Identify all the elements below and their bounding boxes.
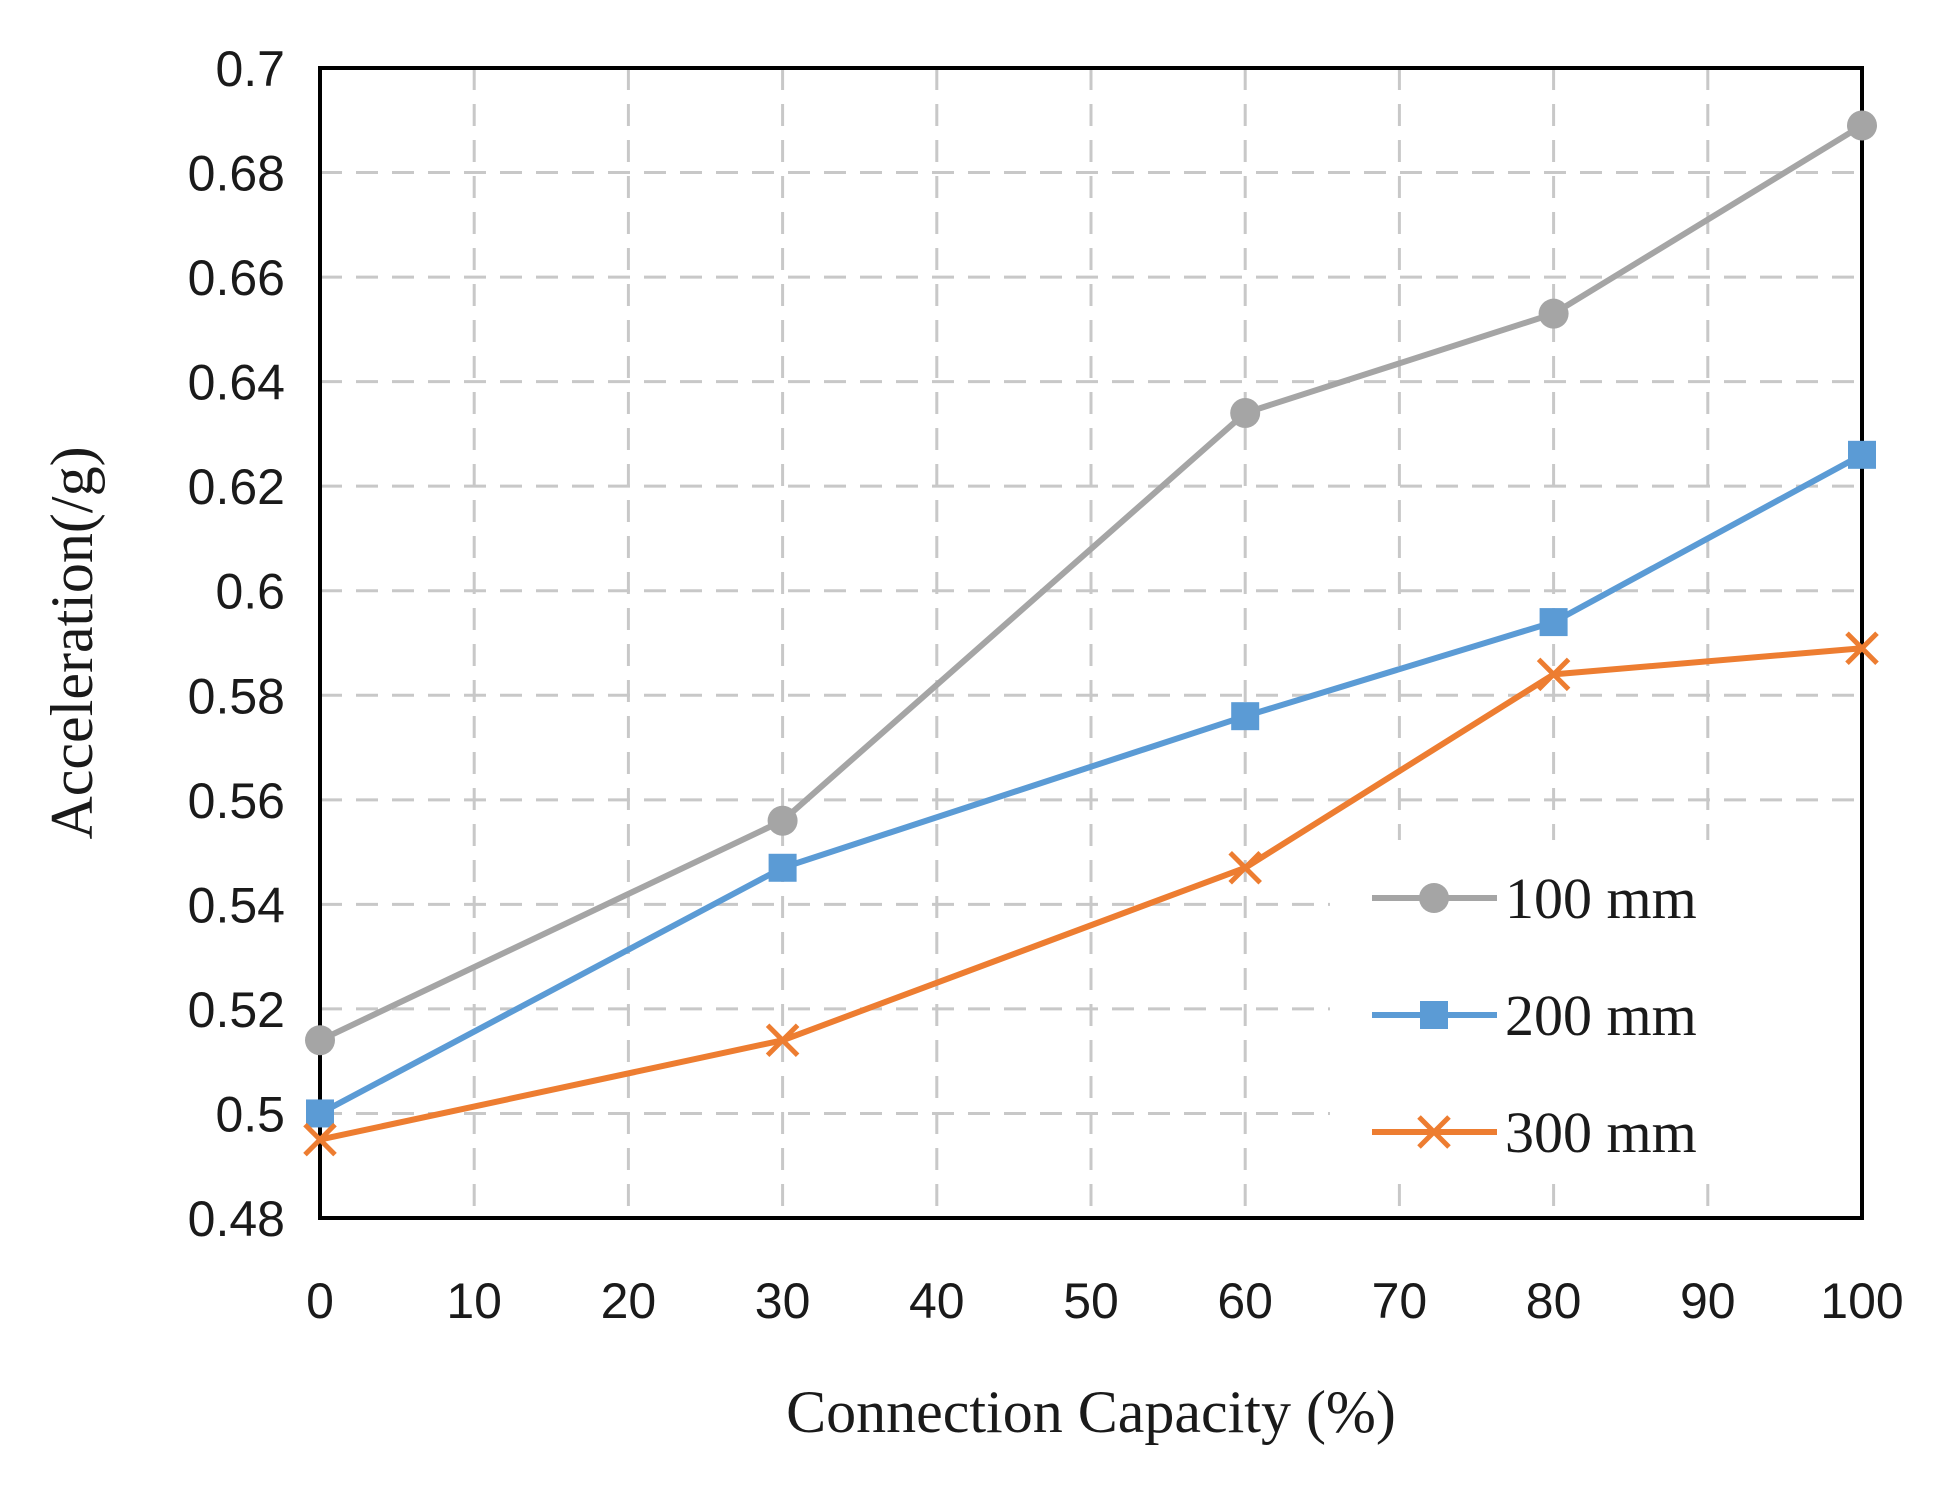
y-tick-label: 0.5 xyxy=(215,1086,285,1142)
data-point xyxy=(1228,851,1262,885)
y-tick-label: 0.64 xyxy=(188,355,285,411)
x-tick-label: 30 xyxy=(755,1273,811,1329)
y-tick-label: 0.52 xyxy=(188,982,285,1038)
y-tick-label: 0.66 xyxy=(188,250,285,306)
y-tick-label: 0.7 xyxy=(215,41,285,97)
x-tick-label: 0 xyxy=(306,1273,334,1329)
x-axis-ticks: 0 10 20 30 40 50 60 70 80 90 100 xyxy=(306,1273,1904,1329)
data-point xyxy=(305,1025,335,1056)
series-100-mm xyxy=(305,110,1877,1056)
data-point xyxy=(306,1099,334,1128)
y-axis-title: Acceleration(/g) xyxy=(39,446,105,839)
data-point xyxy=(1230,398,1261,428)
legend-label: 100 mm xyxy=(1505,866,1697,931)
series-group xyxy=(303,110,1879,1157)
plot-area-frame xyxy=(318,66,1864,1220)
series-300-mm xyxy=(303,631,1879,1157)
x-axis-title: Connection Capacity (%) xyxy=(786,1379,1396,1445)
y-tick-label: 0.68 xyxy=(188,146,285,202)
legend-item: 200 mm xyxy=(1372,983,1697,1048)
data-point xyxy=(765,1023,800,1058)
data-point xyxy=(1539,608,1568,637)
y-tick-label: 0.48 xyxy=(188,1191,285,1247)
legend-marker xyxy=(1419,883,1449,913)
data-point xyxy=(767,805,798,836)
y-tick-label: 0.56 xyxy=(188,773,285,829)
grid-lines xyxy=(320,68,1862,1218)
data-point xyxy=(768,853,797,882)
y-axis-ticks: 0.48 0.5 0.52 0.54 0.56 0.58 0.6 0.62 0.64 0.66 0.… xyxy=(188,41,285,1247)
x-tick-label: 100 xyxy=(1820,1273,1903,1329)
data-point xyxy=(1538,298,1569,329)
x-tick-label: 70 xyxy=(1372,1273,1428,1329)
y-tick-label: 0.6 xyxy=(215,564,285,620)
series-200-mm xyxy=(306,440,1876,1128)
legend-label: 200 mm xyxy=(1505,983,1697,1048)
x-tick-label: 40 xyxy=(909,1273,965,1329)
y-tick-label: 0.54 xyxy=(188,877,285,933)
legend-label: 300 mm xyxy=(1505,1100,1697,1165)
x-tick-label: 50 xyxy=(1063,1273,1119,1329)
x-tick-label: 90 xyxy=(1680,1273,1736,1329)
legend-marker xyxy=(1420,1001,1448,1029)
data-point xyxy=(1231,702,1260,731)
y-tick-label: 0.62 xyxy=(188,459,285,515)
x-tick-label: 80 xyxy=(1526,1273,1582,1329)
legend-item: 300 mm xyxy=(1372,1100,1697,1165)
legend-item: 100 mm xyxy=(1372,866,1697,931)
data-point xyxy=(1845,631,1879,665)
data-point xyxy=(303,1122,337,1157)
data-point xyxy=(1848,440,1876,469)
data-point xyxy=(1847,110,1877,141)
x-tick-label: 60 xyxy=(1217,1273,1273,1329)
x-tick-label: 10 xyxy=(446,1273,502,1329)
y-tick-label: 0.58 xyxy=(188,668,285,724)
legend-marker xyxy=(1417,1115,1451,1149)
legend: 100 mm 200 mm 300 mm xyxy=(1330,840,1855,1180)
x-tick-label: 20 xyxy=(601,1273,657,1329)
data-point xyxy=(1536,657,1571,692)
